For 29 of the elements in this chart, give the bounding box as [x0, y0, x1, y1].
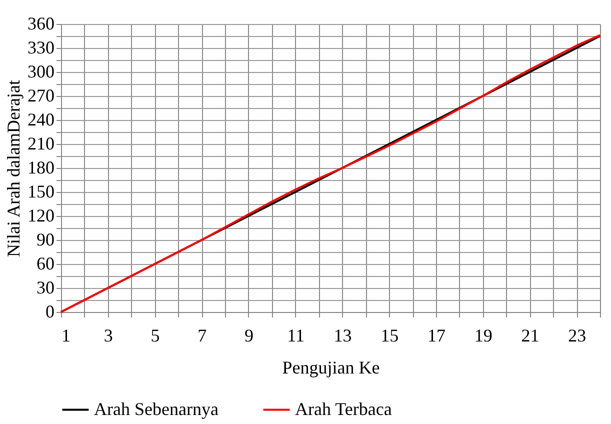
x-tick-label: 13: [334, 326, 352, 346]
y-tick-label: 360: [28, 14, 54, 34]
x-tick-label: 1: [62, 326, 70, 346]
x-tick-label: 9: [244, 326, 254, 346]
y-tick-label: 120: [28, 206, 54, 226]
y-tick-label: 300: [28, 62, 54, 82]
x-tick-label: 3: [104, 326, 113, 346]
x-tick-label: 11: [287, 326, 305, 346]
y-tick-label: 180: [28, 158, 54, 178]
y-axis-title: Nilai Arah dalamDerajat: [4, 80, 24, 257]
x-tick-label: 19: [474, 326, 492, 346]
x-tick-label: 15: [380, 326, 399, 346]
x-tick-label: 5: [150, 326, 160, 346]
x-tick-label: 21: [521, 326, 540, 346]
y-tick-label: 330: [28, 38, 54, 58]
y-tick-label: 240: [28, 110, 54, 130]
x-axis-title: Pengujian Ke: [282, 358, 380, 378]
y-tick-label: 270: [28, 86, 54, 106]
legend-label: Arah Terbaca: [295, 398, 392, 419]
y-tick-label: 150: [28, 182, 54, 202]
x-tick-label: 23: [568, 326, 586, 346]
x-tick-label: 17: [427, 326, 446, 346]
y-tick-label: 0: [46, 302, 54, 322]
legend-label: Arah Sebenarnya: [94, 398, 218, 419]
y-tick-label: 30: [36, 278, 54, 298]
y-tick-label: 60: [36, 254, 54, 274]
y-tick-label: 90: [36, 230, 54, 250]
x-tick-label: 7: [198, 326, 207, 346]
y-tick-label: 210: [28, 134, 54, 154]
